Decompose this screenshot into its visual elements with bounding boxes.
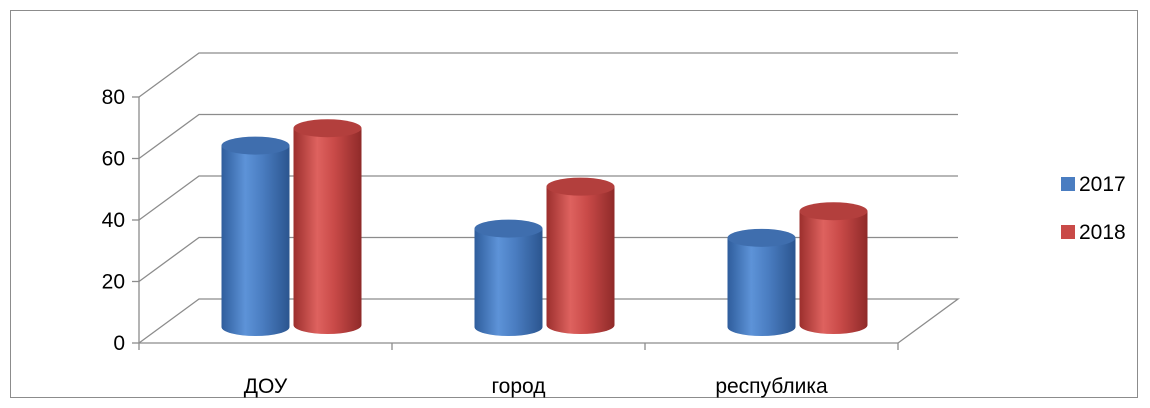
bar-top [799,202,868,221]
legend-label: 2017 [1079,173,1126,196]
bar-body [546,186,615,334]
y-tick-label: 60 [102,148,125,171]
x-axis: ДОУ город республика [138,342,899,398]
gridline [138,113,958,160]
legend-label: 2018 [1079,221,1126,244]
x-category-label: республика [715,375,828,398]
bar-body [799,211,868,334]
bar-2018-2 [799,202,868,334]
bar-body [293,128,362,334]
y-tick-label: 0 [113,332,125,355]
bars [221,119,868,336]
gridline [138,175,958,221]
bar-2017-1 [474,219,543,336]
legend-swatch [1061,177,1075,191]
bar-top [727,228,796,247]
y-axis: 0 20 40 60 80 [102,86,140,355]
y-tick-label: 40 [102,209,125,232]
y-tick-label: 80 [102,86,125,109]
gridline [138,52,958,98]
legend-swatch [1061,225,1075,239]
legend: 2017 2018 [1061,173,1126,244]
cylinder-bar-chart: 0 20 40 60 80 ДОУ город республика 2017 2018 [102,52,1126,398]
gridline [138,236,958,283]
bar-2018-0 [293,119,362,334]
bar-body [221,145,290,336]
bar-top [474,219,543,238]
bar-2017-0 [221,136,290,336]
y-tick-label: 20 [102,271,125,294]
bar-body [727,237,796,336]
x-category-label: ДОУ [244,375,288,398]
bar-top [221,136,290,155]
bar-body [474,228,543,336]
chart-frame: 0 20 40 60 80 ДОУ город республика 2017 2018 [10,10,1138,398]
bar-top [546,177,615,196]
bar-top [293,119,362,138]
bar-2017-2 [727,228,796,336]
bar-2018-1 [546,177,615,334]
x-category-label: город [491,375,545,398]
